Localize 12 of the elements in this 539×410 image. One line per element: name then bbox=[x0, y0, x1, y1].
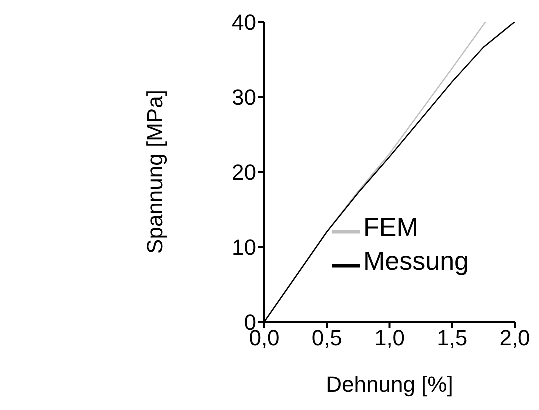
x-tick-label: 0,5 bbox=[312, 326, 342, 351]
y-tick-label: 10 bbox=[232, 234, 256, 260]
y-tick-label: 40 bbox=[232, 10, 256, 35]
x-axis-title: Dehnung [%] bbox=[326, 372, 454, 397]
legend-label: FEM bbox=[364, 212, 418, 242]
y-tick-label: 30 bbox=[232, 84, 256, 110]
y-axis-title: Spannung [MPa] bbox=[142, 90, 168, 254]
x-tick-label: 1,0 bbox=[374, 326, 406, 351]
x-tick-label: 2,0 bbox=[500, 326, 530, 351]
x-tick-label: 1,5 bbox=[437, 326, 468, 351]
y-tick-label: 20 bbox=[232, 160, 256, 185]
legend-label: Messung bbox=[364, 246, 469, 276]
